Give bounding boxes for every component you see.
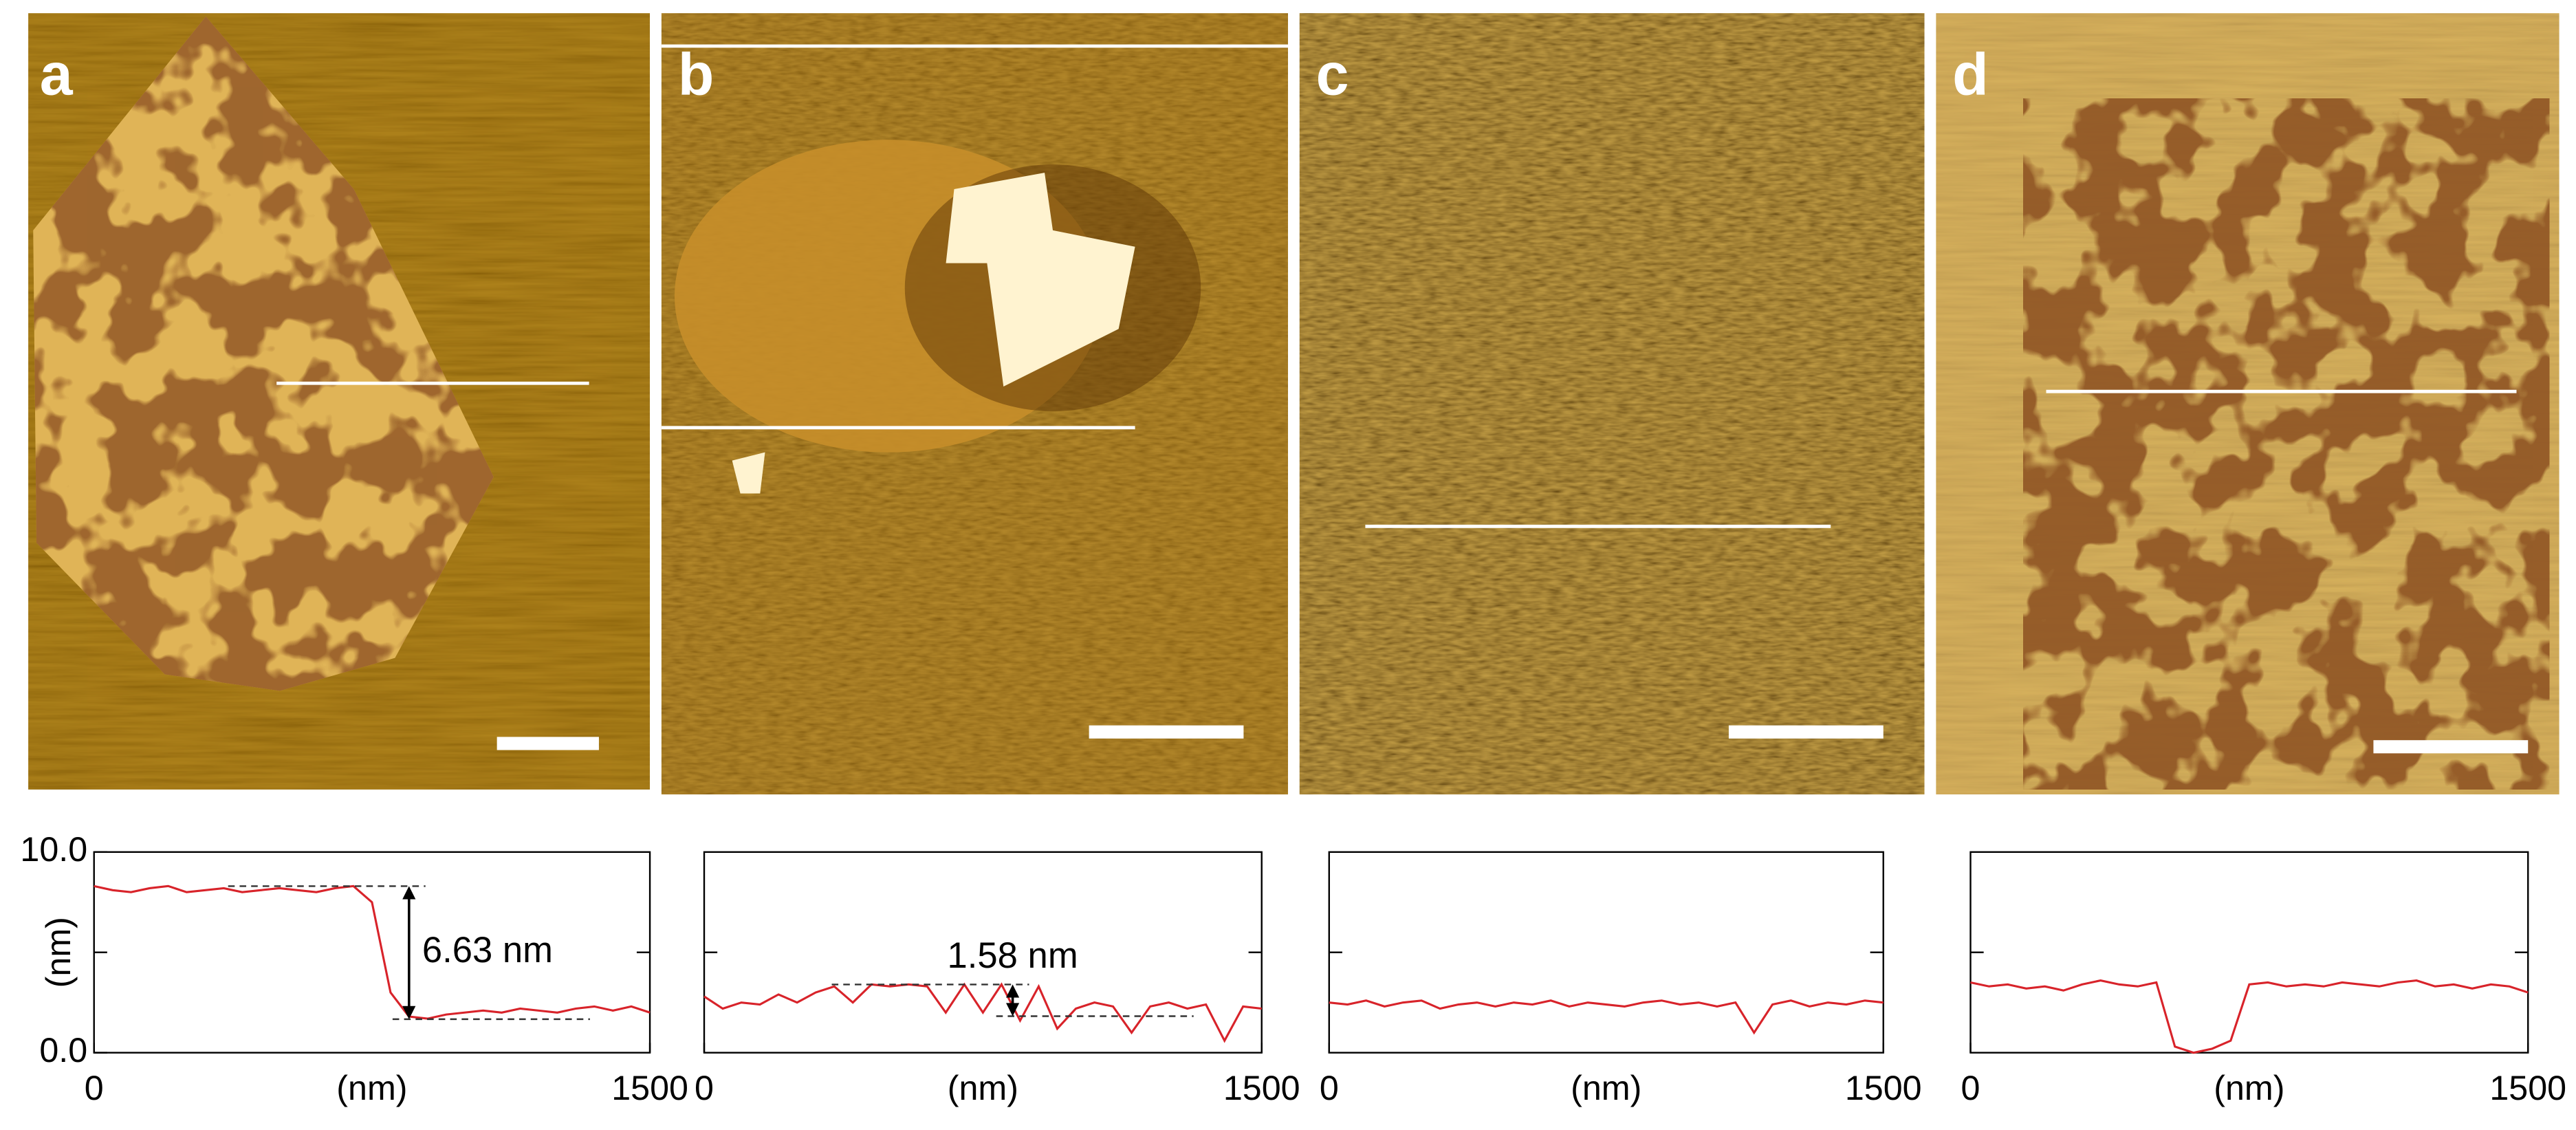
x-axis-label: (nm) xyxy=(2214,1069,2284,1107)
x-tick-label: 1500 xyxy=(2489,1069,2566,1107)
x-tick-label: 0 xyxy=(85,1069,104,1107)
x-axis-label: (nm) xyxy=(948,1069,1018,1107)
afm-image-b xyxy=(661,13,1288,795)
arrow-head xyxy=(1006,984,1020,998)
y-tick-label: 0.0 xyxy=(39,1031,87,1069)
x-tick-label: 1500 xyxy=(1845,1069,1922,1107)
y-axis-label: (nm) xyxy=(39,917,78,988)
annotation-label: 6.63 nm xyxy=(422,930,553,970)
afm-image-c xyxy=(1299,13,1925,795)
arrow-head xyxy=(1006,1003,1020,1017)
plot-frame xyxy=(93,851,651,1054)
panel-label: d xyxy=(1952,42,1989,108)
x-axis-label: (nm) xyxy=(336,1069,407,1107)
afm-image-d xyxy=(1936,13,2559,795)
profile-line xyxy=(1329,999,1884,1035)
arrow-head xyxy=(402,1006,416,1019)
panel-label: c xyxy=(1316,42,1349,108)
profile-line xyxy=(94,884,651,1020)
panel-label: a xyxy=(40,42,74,108)
x-axis-label: (nm) xyxy=(1571,1069,1641,1107)
x-tick-label: 1500 xyxy=(611,1069,688,1107)
plot-frame xyxy=(1969,851,2529,1054)
plot-frame xyxy=(1328,851,1884,1054)
y-tick-label: 10.0 xyxy=(20,830,87,869)
x-tick-label: 0 xyxy=(695,1069,714,1107)
x-tick-label: 0 xyxy=(1320,1069,1339,1107)
profile-line xyxy=(1970,979,2529,1054)
profile-line xyxy=(703,982,1262,1043)
panel-label: b xyxy=(678,42,714,108)
x-tick-label: 1500 xyxy=(1223,1069,1300,1107)
x-tick-label: 0 xyxy=(1961,1069,1980,1107)
arrow-head xyxy=(402,886,416,900)
annotation-label: 1.58 nm xyxy=(948,935,1078,976)
afm-image-a xyxy=(28,13,651,790)
